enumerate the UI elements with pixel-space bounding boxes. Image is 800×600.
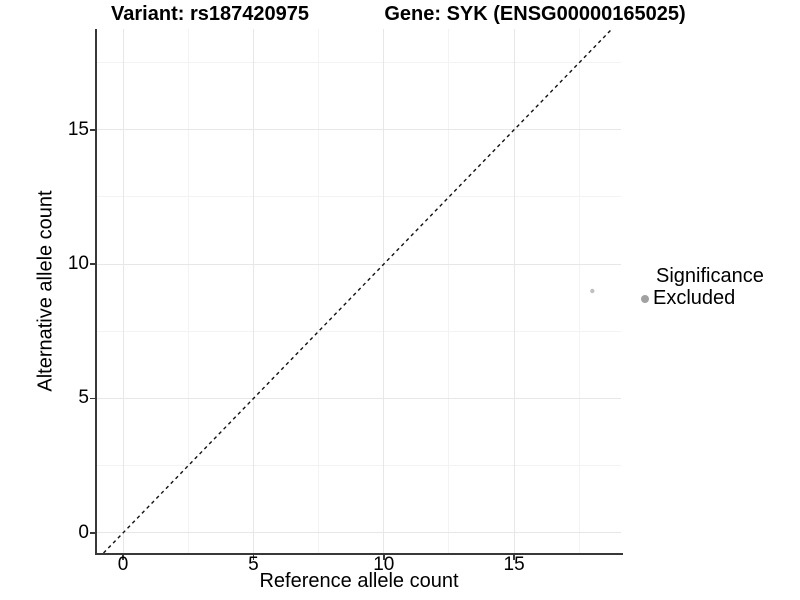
data-point [590,288,595,294]
y-tick-mark [90,129,95,131]
x-tick-mark [513,555,515,560]
gridline-y-minor [97,196,621,198]
plot-title-gene: Gene: SYK (ENSG00000165025) [384,3,686,25]
y-axis-line [95,29,97,555]
plot-panel [97,29,621,553]
y-tick-label: 0 [78,521,89,543]
gridline-y-minor [97,465,621,467]
y-tick-mark [90,397,95,400]
x-axis-line [95,553,623,555]
plot-title-variant: Variant: rs187420975 [111,3,309,25]
x-tick-label: 0 [117,554,129,575]
gridline-x-minor [578,29,580,553]
y-tick-mark [90,532,95,534]
gridline-y-minor [97,330,621,332]
legend-item-excluded: Excluded [641,288,764,309]
y-tick-mark [90,263,95,265]
gridline-x-minor [318,29,320,553]
plot-canvas [103,29,613,553]
gridline-x-minor [187,29,189,553]
gridline-y-major [97,397,621,399]
legend-title: Significance [656,265,764,287]
gridline-y-major [97,263,621,265]
y-tick-label: 10 [67,253,89,275]
y-axis-label: Alternative allele count [34,190,57,392]
gridline-x-major [513,29,515,553]
gridline-x-minor [448,29,450,553]
x-axis-label: Reference allele count [259,570,459,592]
y-tick-label: 5 [78,387,89,409]
gridline-y-minor [97,62,621,64]
gridline-x-major [383,29,385,553]
x-tick-label: 5 [248,554,259,575]
legend: Significance Excluded [641,266,764,309]
x-tick-mark [122,555,124,560]
x-tick-label: 15 [503,554,525,575]
gridline-x-major [252,29,254,553]
legend-item-label: Excluded [653,287,736,309]
legend-point-icon [641,294,649,303]
identity-dashed-line [103,29,613,553]
gridline-x-major [122,29,124,553]
gridline-y-major [97,129,621,131]
y-tick-label: 15 [67,118,89,140]
x-tick-mark [252,555,255,560]
x-tick-mark [383,555,385,560]
x-tick-label: 10 [373,554,395,575]
gridline-y-major [97,532,621,534]
